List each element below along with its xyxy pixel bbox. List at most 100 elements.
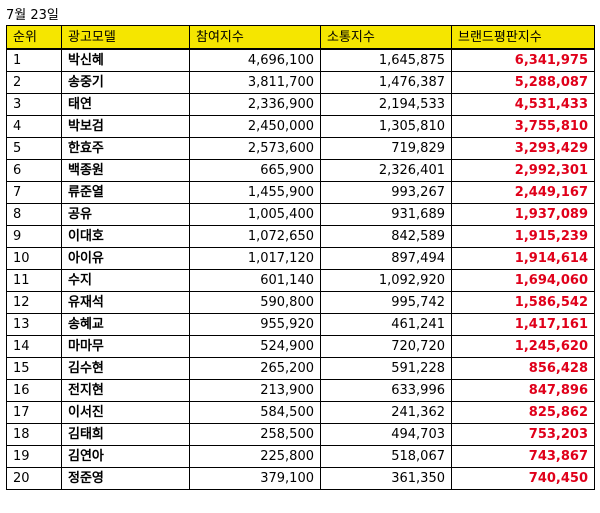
- table-row: 11 수지 601,140 1,092,920 1,694,060: [6, 269, 595, 292]
- communication-cell: 241,362: [320, 401, 452, 424]
- brand-reputation-cell: 5,288,087: [451, 71, 595, 94]
- brand-reputation-cell: 1,914,614: [451, 247, 595, 270]
- communication-cell: 2,194,533: [320, 93, 452, 116]
- participation-cell: 1,005,400: [189, 203, 321, 226]
- communication-cell: 1,476,387: [320, 71, 452, 94]
- communication-cell: 1,645,875: [320, 48, 452, 72]
- communication-cell: 931,689: [320, 203, 452, 226]
- brand-reputation-cell: 1,937,089: [451, 203, 595, 226]
- model-name-cell: 수지: [61, 269, 190, 292]
- table-row: 12 유재석 590,800 995,742 1,586,542: [6, 291, 595, 314]
- communication-cell: 633,996: [320, 379, 452, 402]
- participation-cell: 379,100: [189, 467, 321, 490]
- table-row: 17 이서진 584,500 241,362 825,862: [6, 401, 595, 424]
- participation-cell: 1,072,650: [189, 225, 321, 248]
- participation-cell: 4,696,100: [189, 48, 321, 72]
- rank-cell: 1: [6, 48, 62, 72]
- communication-cell: 518,067: [320, 445, 452, 468]
- rank-cell: 14: [6, 335, 62, 358]
- rank-cell: 2: [6, 71, 62, 94]
- table-row: 5 한효주 2,573,600 719,829 3,293,429: [6, 137, 595, 160]
- brand-reputation-cell: 1,417,161: [451, 313, 595, 336]
- participation-cell: 590,800: [189, 291, 321, 314]
- participation-cell: 2,336,900: [189, 93, 321, 116]
- brand-reputation-cell: 1,245,620: [451, 335, 595, 358]
- model-name-cell: 박보검: [61, 115, 190, 138]
- table-row: 2 송중기 3,811,700 1,476,387 5,288,087: [6, 71, 595, 94]
- brand-reputation-cell: 847,896: [451, 379, 595, 402]
- communication-cell: 2,326,401: [320, 159, 452, 182]
- table-row: 18 김태희 258,500 494,703 753,203: [6, 423, 595, 446]
- brand-reputation-cell: 2,449,167: [451, 181, 595, 204]
- rank-cell: 11: [6, 269, 62, 292]
- table-row: 10 아이유 1,017,120 897,494 1,914,614: [6, 247, 595, 270]
- participation-cell: 524,900: [189, 335, 321, 358]
- model-name-cell: 태연: [61, 93, 190, 116]
- table-row: 20 정준영 379,100 361,350 740,450: [6, 467, 595, 490]
- rank-cell: 5: [6, 137, 62, 160]
- brand-reputation-cell: 825,862: [451, 401, 595, 424]
- table-row: 15 김수현 265,200 591,228 856,428: [6, 357, 595, 380]
- model-name-cell: 백종원: [61, 159, 190, 182]
- model-name-cell: 아이유: [61, 247, 190, 270]
- table-row: 7 류준열 1,455,900 993,267 2,449,167: [6, 181, 595, 204]
- communication-cell: 461,241: [320, 313, 452, 336]
- brand-reputation-cell: 1,915,239: [451, 225, 595, 248]
- model-name-cell: 유재석: [61, 291, 190, 314]
- model-name-cell: 송혜교: [61, 313, 190, 336]
- communication-cell: 494,703: [320, 423, 452, 446]
- participation-cell: 225,800: [189, 445, 321, 468]
- table-row: 3 태연 2,336,900 2,194,533 4,531,433: [6, 93, 595, 116]
- communication-cell: 1,092,920: [320, 269, 452, 292]
- communication-cell: 995,742: [320, 291, 452, 314]
- model-name-cell: 이대호: [61, 225, 190, 248]
- rank-cell: 6: [6, 159, 62, 182]
- table-row: 4 박보검 2,450,000 1,305,810 3,755,810: [6, 115, 595, 138]
- participation-cell: 601,140: [189, 269, 321, 292]
- participation-cell: 265,200: [189, 357, 321, 380]
- brand-reputation-cell: 6,341,975: [451, 48, 595, 72]
- rank-cell: 20: [6, 467, 62, 490]
- brand-reputation-table: 순위 광고모델 참여지수 소통지수 브랜드평판지수 1 박신혜 4,696,100 1…: [6, 25, 595, 490]
- table-body: 1 박신혜 4,696,100 1,645,875 6,341,975 2 송중기 3,811…: [6, 48, 595, 490]
- table-row: 6 백종원 665,900 2,326,401 2,992,301: [6, 159, 595, 182]
- communication-cell: 591,228: [320, 357, 452, 380]
- rank-cell: 12: [6, 291, 62, 314]
- brand-reputation-cell: 753,203: [451, 423, 595, 446]
- rank-cell: 4: [6, 115, 62, 138]
- brand-reputation-cell: 4,531,433: [451, 93, 595, 116]
- model-name-cell: 정준영: [61, 467, 190, 490]
- rank-cell: 13: [6, 313, 62, 336]
- communication-cell: 897,494: [320, 247, 452, 270]
- model-name-cell: 박신혜: [61, 48, 190, 72]
- communication-cell: 720,720: [320, 335, 452, 358]
- model-name-cell: 김수현: [61, 357, 190, 380]
- header-communication: 소통지수: [320, 25, 452, 50]
- model-name-cell: 공유: [61, 203, 190, 226]
- brand-reputation-cell: 743,867: [451, 445, 595, 468]
- model-name-cell: 이서진: [61, 401, 190, 424]
- model-name-cell: 송중기: [61, 71, 190, 94]
- table-row: 13 송혜교 955,920 461,241 1,417,161: [6, 313, 595, 336]
- header-participation: 참여지수: [189, 25, 321, 50]
- rank-cell: 16: [6, 379, 62, 402]
- communication-cell: 361,350: [320, 467, 452, 490]
- model-name-cell: 전지현: [61, 379, 190, 402]
- header-model: 광고모델: [61, 25, 190, 50]
- rank-cell: 7: [6, 181, 62, 204]
- communication-cell: 1,305,810: [320, 115, 452, 138]
- date-label: 7월 23일: [6, 8, 59, 23]
- communication-cell: 842,589: [320, 225, 452, 248]
- model-name-cell: 한효주: [61, 137, 190, 160]
- table-row: 1 박신혜 4,696,100 1,645,875 6,341,975: [6, 48, 595, 72]
- header-rank: 순위: [6, 25, 62, 50]
- participation-cell: 1,455,900: [189, 181, 321, 204]
- participation-cell: 584,500: [189, 401, 321, 424]
- participation-cell: 258,500: [189, 423, 321, 446]
- participation-cell: 213,900: [189, 379, 321, 402]
- brand-reputation-cell: 3,293,429: [451, 137, 595, 160]
- header-brand-reputation: 브랜드평판지수: [451, 25, 595, 50]
- participation-cell: 2,573,600: [189, 137, 321, 160]
- rank-cell: 19: [6, 445, 62, 468]
- brand-reputation-cell: 740,450: [451, 467, 595, 490]
